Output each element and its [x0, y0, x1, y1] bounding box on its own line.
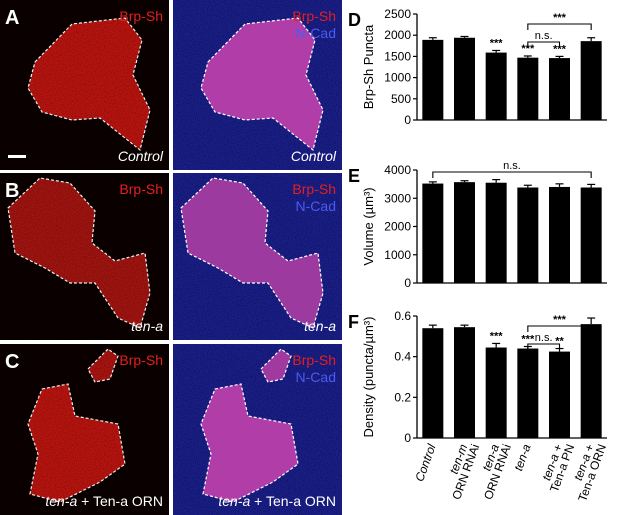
y-axis-label: Brp-Sh Puncta: [361, 24, 376, 109]
micrograph-panel-b-merge: Brp-Sh N-Cad ten-a: [173, 173, 342, 340]
genotype-label: ten-a: [131, 318, 163, 334]
channel-label-brp: Brp-Sh: [292, 181, 336, 197]
significance-stars: ***: [521, 334, 535, 346]
genotype-label: ten-a: [304, 318, 336, 334]
chart-panel-letter: E: [348, 166, 360, 186]
genotype-italic: ten-a: [45, 493, 78, 509]
x-tick-label-main: Control: [412, 442, 439, 483]
y-tick-label: 0: [404, 431, 411, 445]
y-axis-label: Volume (µm³): [361, 187, 376, 265]
scale-bar: [8, 155, 26, 158]
merge-signal-c: [173, 344, 342, 515]
channel-label-brp: Brp-Sh: [119, 181, 163, 197]
bar: [454, 182, 475, 283]
bar: [517, 187, 539, 283]
bracket-label: ***: [553, 314, 567, 326]
micrograph-panel-b-brp: B Brp-Sh ten-a: [0, 173, 169, 340]
micrograph-panel-c-merge: Brp-Sh N-Cad ten-a + Ten-a ORN: [173, 344, 342, 515]
significance-bracket: [527, 325, 592, 332]
y-tick-label: 500: [391, 92, 411, 106]
genotype-label: Control: [117, 148, 163, 164]
channel-label-brp: Brp-Sh: [292, 352, 336, 368]
channel-label-brp: Brp-Sh: [119, 352, 163, 368]
channel-label-ncad: N-Cad: [295, 25, 336, 41]
bar: [485, 182, 507, 283]
bar: [422, 183, 444, 283]
y-tick-label: 0.2: [394, 390, 411, 404]
micrograph-panel-c-brp: C Brp-Sh ten-a + Ten-a ORN: [0, 344, 169, 515]
bar: [422, 328, 444, 438]
y-tick-label: 1500: [384, 49, 411, 63]
channel-label-ncad: N-Cad: [295, 198, 336, 214]
y-tick-label: 2500: [384, 7, 411, 21]
bar: [517, 348, 539, 438]
significance-bracket: [527, 343, 561, 350]
bar: [517, 57, 539, 120]
y-tick-label: 0.4: [394, 350, 411, 364]
genotype-rest: + Ten-a ORN: [250, 493, 336, 509]
y-tick-label: 0: [404, 276, 411, 290]
bar: [485, 52, 507, 120]
channel-label-brp: Brp-Sh: [292, 8, 336, 24]
significance-stars: ***: [490, 37, 504, 49]
brp-signal-b: [0, 173, 169, 340]
bar: [454, 37, 475, 120]
micrograph-panel-a-brp: A Brp-Sh Control: [0, 0, 169, 170]
channel-label-brp: Brp-Sh: [119, 8, 163, 24]
y-tick-label: 1000: [384, 248, 411, 262]
bar: [580, 324, 602, 438]
chart-panel-letter: F: [348, 312, 359, 332]
genotype-label: ten-a + Ten-a ORN: [218, 493, 336, 509]
merge-signal-a: [173, 0, 342, 170]
bar: [485, 347, 507, 438]
bracket-label: n.s.: [503, 160, 521, 172]
genotype-rest: + Ten-a ORN: [77, 493, 163, 509]
y-axis-label: Density (puncta/µm³): [361, 317, 376, 438]
y-tick-label: 4000: [384, 163, 411, 177]
significance-bracket: [527, 23, 592, 30]
merge-signal-b: [173, 173, 342, 340]
bar: [580, 187, 602, 283]
bracket-label: n.s.: [535, 30, 553, 42]
bracket-label: n.s.: [535, 332, 553, 344]
significance-stars: ***: [521, 43, 535, 55]
bar: [549, 351, 570, 438]
bar: [454, 327, 475, 438]
panel-letter: C: [5, 351, 20, 373]
bar: [549, 186, 570, 283]
panel-letter: B: [5, 180, 20, 202]
genotype-italic: ten-a: [218, 493, 251, 509]
channel-label-ncad: N-Cad: [295, 369, 336, 385]
significance-stars: **: [555, 336, 564, 348]
genotype-label: ten-a + Ten-a ORN: [45, 493, 163, 509]
significance-stars: ***: [553, 43, 567, 55]
genotype-label: Control: [290, 148, 336, 164]
significance-bracket: [432, 171, 592, 178]
bar: [580, 41, 602, 120]
bracket-label: ***: [553, 12, 567, 24]
y-tick-label: 0: [404, 113, 411, 127]
brp-signal-a: [0, 0, 169, 170]
significance-stars: ***: [490, 330, 504, 342]
chart-panel-letter: D: [348, 10, 361, 30]
y-tick-label: 1000: [384, 71, 411, 85]
panel-letter: A: [5, 7, 20, 29]
bar: [549, 58, 570, 120]
y-tick-label: 2000: [384, 220, 411, 234]
significance-bracket: [527, 41, 561, 48]
brp-signal-c: [0, 344, 169, 515]
micrograph-panel-a-merge: Brp-Sh N-Cad Control: [173, 0, 342, 170]
y-tick-label: 2000: [384, 28, 411, 42]
bar: [422, 39, 444, 120]
x-tick-label-main: ten-a: [511, 442, 534, 473]
y-tick-label: 3000: [384, 191, 411, 205]
y-tick-label: 0.6: [394, 309, 411, 323]
